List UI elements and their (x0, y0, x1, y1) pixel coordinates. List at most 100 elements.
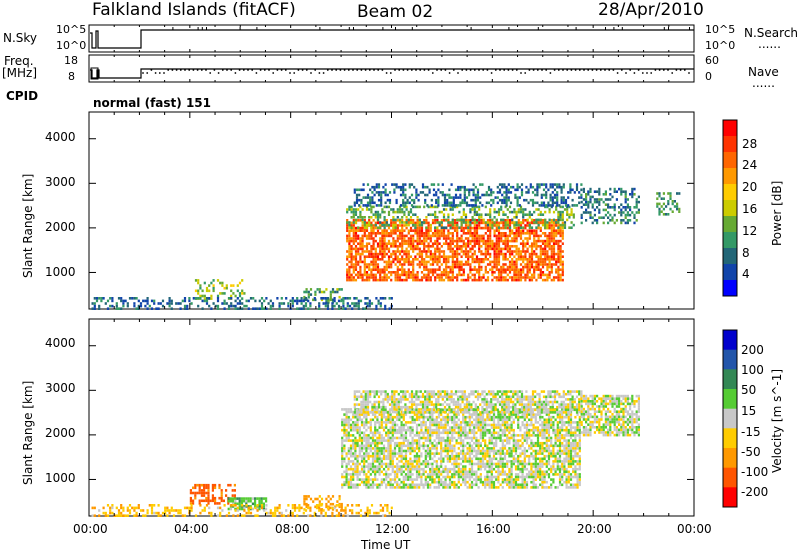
heatmap-cell (490, 415, 493, 419)
heatmap-cell (470, 467, 474, 471)
heatmap-cell (367, 436, 370, 440)
heatmap-cell (414, 239, 417, 243)
heatmap-cell (389, 426, 392, 429)
heatmap-cell (363, 454, 366, 458)
heatmap-cell (420, 444, 423, 448)
heatmap-cell (460, 278, 463, 282)
heatmap-cell (457, 423, 460, 427)
heatmap-cell (475, 413, 478, 416)
heatmap-cell (436, 219, 439, 222)
heatmap-cell (345, 454, 348, 458)
heatmap-cell (359, 273, 362, 277)
heatmap-cell (459, 449, 463, 453)
heatmap-cell (555, 239, 558, 243)
nave-dot (394, 69, 396, 71)
heatmap-cell (369, 436, 372, 440)
heatmap-cell (424, 198, 427, 202)
heatmap-cell (550, 221, 553, 224)
heatmap-cell (459, 431, 463, 435)
heatmap-cell (100, 299, 103, 303)
heatmap-cell (497, 410, 500, 414)
heatmap-cell (464, 436, 467, 440)
heatmap-cell (526, 242, 529, 245)
heatmap-cell (626, 203, 629, 206)
heatmap-cell (540, 196, 543, 199)
heatmap-cell (546, 263, 549, 266)
heatmap-cell (418, 436, 421, 440)
heatmap-cell (495, 250, 498, 253)
heatmap-cell (413, 467, 416, 471)
heatmap-cell (499, 473, 502, 476)
heatmap-cell (440, 263, 443, 266)
heatmap-cell (497, 226, 501, 229)
heatmap-cell (305, 288, 308, 291)
heatmap-cell (447, 216, 450, 219)
heatmap-cell (388, 307, 391, 310)
heatmap-cell (449, 276, 452, 279)
heatmap-cell (431, 475, 434, 479)
heatmap-cell (440, 465, 443, 468)
heatmap-cell (511, 268, 514, 271)
heatmap-cell (361, 239, 364, 243)
heatmap-cell (448, 470, 452, 474)
heatmap-cell (667, 213, 670, 216)
heatmap-cell (438, 221, 441, 224)
heatmap-cell (389, 428, 392, 432)
heatmap-cell (481, 449, 485, 453)
heatmap-cell (515, 234, 518, 238)
heatmap-cell (420, 263, 424, 266)
heatmap-cell (345, 410, 348, 414)
heatmap-cell (352, 221, 355, 224)
heatmap-cell (502, 218, 505, 222)
heatmap-cell (420, 413, 423, 416)
heatmap-cell (513, 271, 516, 274)
heatmap-cell (485, 193, 488, 197)
heatmap-cell (475, 213, 479, 216)
heatmap-cell (359, 219, 362, 222)
heatmap-cell (412, 237, 415, 240)
heatmap-cell (427, 224, 430, 227)
heatmap-cell (378, 413, 381, 416)
heatmap-cell (431, 447, 434, 450)
nsearch-spike (172, 27, 174, 30)
heatmap-cell (360, 188, 363, 192)
heatmap-cell (389, 415, 392, 419)
heatmap-cell (137, 307, 140, 310)
heatmap-cell (469, 247, 472, 251)
heatmap-cell (524, 224, 527, 227)
heatmap-cell (394, 229, 397, 232)
heatmap-cell (403, 273, 406, 277)
heatmap-cell (418, 218, 421, 222)
heatmap-cell (447, 276, 450, 279)
heatmap-cell (451, 483, 454, 487)
heatmap-cell (497, 467, 500, 471)
heatmap-cell (384, 201, 387, 205)
heatmap-cell (533, 219, 536, 222)
heatmap-cell (566, 205, 569, 209)
heatmap-cell (453, 483, 456, 487)
heatmap-cell (407, 232, 410, 235)
heatmap-cell (424, 431, 427, 435)
heatmap-cell (469, 271, 472, 274)
heatmap-cell (626, 206, 629, 209)
nsearch-spike (411, 27, 413, 30)
heatmap-cell (434, 226, 437, 229)
heatmap-cell (265, 297, 268, 300)
heatmap-cell (444, 418, 447, 422)
heatmap-cell (456, 223, 459, 227)
heatmap-cell (467, 226, 470, 229)
heatmap-cell (348, 226, 351, 229)
heatmap-cell (404, 436, 408, 440)
heatmap-cell (550, 258, 553, 261)
heatmap-cell (247, 299, 250, 303)
heatmap-cell (446, 201, 449, 205)
heatmap-cell (488, 475, 491, 479)
heatmap-cell (559, 276, 562, 279)
heatmap-cell (508, 229, 512, 232)
heatmap-cell (377, 183, 381, 186)
heatmap-cell (411, 478, 414, 481)
heatmap-cell (504, 223, 507, 227)
heatmap-cell (631, 193, 634, 196)
heatmap-cell (462, 421, 465, 424)
heatmap-cell (451, 247, 454, 251)
